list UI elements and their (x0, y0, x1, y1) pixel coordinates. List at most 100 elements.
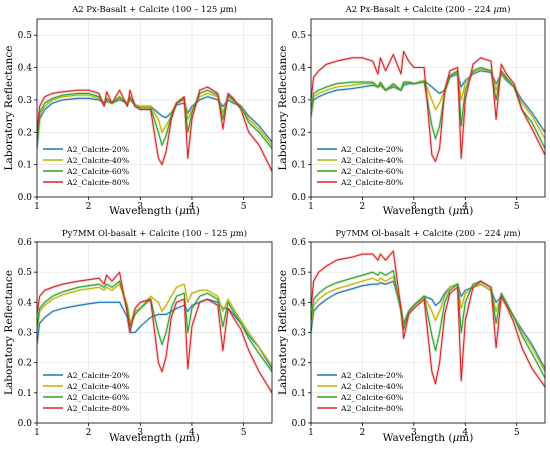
legend-entry-1: A2_Calcite-20% (340, 145, 403, 154)
y-tick-label: 0.2 (18, 128, 32, 138)
legend-entry-3: A2_Calcite-60% (66, 393, 129, 402)
y-tick-label: 0.0 (18, 193, 33, 203)
x-tick-label: 2 (360, 202, 366, 212)
y-tick-label: 0.1 (292, 389, 306, 399)
x-tick-label: 3 (137, 428, 143, 438)
x-tick-label: 4 (462, 202, 468, 212)
series-line-2 (311, 276, 545, 372)
chart-title: Py7MM Ol-basalt + Calcite (200 – 224 μm) (335, 228, 520, 239)
legend-entry-4: A2_Calcite-80% (340, 178, 403, 187)
y-axis-label: Laboratory Reflectance (3, 46, 15, 171)
chart-title: Py7MM Ol-basalt + Calcite (100 – 125 μm) (62, 228, 247, 239)
x-tick-label: 5 (241, 202, 247, 212)
chart-panel-2: 1 2 3 4 5 0.0 0.1 0.2 0.3 0.4 0.5 A2 Px-Basalt + Ca… (277, 4, 546, 217)
chart-panel-4: 1 2 3 4 5 0.0 0.1 0.2 0.3 0.4 0.5 0.6 Py7MM Ol-basal… (277, 228, 546, 444)
legend-entry-2: A2_Calcite-40% (340, 156, 403, 165)
legend-entry-4: A2_Calcite-80% (66, 404, 129, 413)
x-tick-label: 2 (360, 428, 366, 438)
y-tick-label: 0.4 (18, 64, 33, 74)
y-axis-label: Laboratory Reflectance (277, 270, 289, 395)
y-tick-label: 0.1 (292, 161, 306, 171)
series-line-2 (37, 92, 272, 146)
y-tick-label: 0.4 (18, 298, 33, 308)
chart-title: A2 Px-Basalt + Calcite (200 – 224 μm) (345, 4, 511, 15)
y-tick-label: 0.2 (292, 359, 306, 369)
x-tick-label: 1 (308, 428, 314, 438)
series-line-4 (311, 250, 545, 388)
series-line-2 (37, 283, 272, 367)
legend-entry-3: A2_Calcite-60% (66, 167, 129, 176)
x-tick-label: 5 (514, 428, 520, 438)
y-tick-label: 0.5 (292, 268, 307, 278)
x-tick-label: 4 (189, 202, 195, 212)
y-tick-label: 0.0 (292, 193, 307, 203)
y-axis-label: Laboratory Reflectance (277, 46, 289, 171)
y-tick-label: 0.5 (18, 31, 33, 41)
legend-entry-2: A2_Calcite-40% (66, 382, 129, 391)
x-tick-label: 4 (189, 428, 195, 438)
series-line-2 (311, 68, 545, 139)
series-line-3 (311, 66, 545, 149)
y-tick-label: 0.2 (18, 359, 32, 369)
x-tick-label: 3 (137, 202, 143, 212)
y-tick-label: 0.3 (18, 329, 33, 339)
series-line-1 (311, 70, 545, 133)
x-tick-label: 3 (411, 202, 417, 212)
y-axis-label: Laboratory Reflectance (3, 270, 15, 395)
series-line-3 (37, 89, 272, 149)
x-tick-label: 5 (241, 428, 247, 438)
axes-frame (310, 18, 546, 198)
legend: A2_Calcite-20% A2_Calcite-40% A2_Calcite-6… (317, 371, 403, 413)
y-tick-label: 0.6 (18, 238, 33, 248)
y-tick-label: 0.5 (292, 31, 307, 41)
legend: A2_Calcite-20% A2_Calcite-40% A2_Calcite-6… (43, 145, 129, 187)
x-axis-label: Wavelength (μm) (109, 432, 200, 444)
y-tick-label: 0.0 (18, 419, 33, 429)
y-tick-label: 0.4 (292, 298, 307, 308)
y-tick-label: 0.1 (18, 389, 32, 399)
legend-entry-1: A2_Calcite-20% (66, 371, 129, 380)
series-line-1 (311, 280, 545, 369)
legend-entry-3: A2_Calcite-60% (340, 393, 403, 402)
legend-entry-4: A2_Calcite-80% (66, 178, 129, 187)
y-tick-label: 0.2 (292, 128, 306, 138)
x-tick-label: 3 (411, 428, 417, 438)
x-tick-label: 2 (86, 428, 92, 438)
series-line-4 (37, 86, 272, 172)
legend-entry-3: A2_Calcite-60% (340, 167, 403, 176)
x-tick-label: 1 (308, 202, 314, 212)
series-line-3 (311, 270, 545, 379)
x-tick-label: 4 (462, 428, 468, 438)
legend-entry-1: A2_Calcite-20% (340, 371, 403, 380)
x-tick-label: 5 (514, 202, 520, 212)
legend-entry-1: A2_Calcite-20% (66, 145, 129, 154)
series-line-4 (311, 50, 545, 162)
y-tick-label: 0.3 (292, 329, 307, 339)
x-axis-label: Wavelength (μm) (109, 205, 200, 217)
y-tick-label: 0.3 (292, 96, 307, 106)
y-tick-label: 0.3 (18, 96, 33, 106)
y-tick-label: 0.5 (18, 268, 33, 278)
legend-entry-2: A2_Calcite-40% (66, 156, 129, 165)
x-tick-label: 1 (34, 428, 40, 438)
legend-entry-2: A2_Calcite-40% (340, 382, 403, 391)
chart-panel-3: 1 2 3 4 5 0.0 0.1 0.2 0.3 0.4 0.5 0.6 Py7MM Ol-basal… (3, 228, 273, 444)
x-tick-label: 2 (86, 202, 92, 212)
legend: A2_Calcite-20% A2_Calcite-40% A2_Calcite-6… (317, 145, 403, 187)
chart-panel-1: 1 2 3 4 5 0.0 0.1 0.2 0.3 0.4 0.5 A2 Px-Basalt + Ca… (3, 4, 273, 217)
axes-frame (36, 18, 273, 198)
x-axis-label: Wavelength (μm) (383, 432, 474, 444)
x-axis-label: Wavelength (μm) (383, 205, 474, 217)
y-tick-label: 0.0 (292, 419, 307, 429)
series-line-3 (37, 280, 272, 373)
series-line-1 (37, 96, 272, 149)
series-line-4 (37, 271, 272, 394)
chart-title: A2 Px-Basalt + Calcite (100 – 125 μm) (71, 4, 237, 15)
x-tick-label: 1 (34, 202, 40, 212)
legend-entry-4: A2_Calcite-80% (340, 404, 403, 413)
legend: A2_Calcite-20% A2_Calcite-40% A2_Calcite-6… (43, 371, 129, 413)
y-tick-label: 0.4 (292, 64, 307, 74)
y-tick-label: 0.6 (292, 238, 307, 248)
y-tick-label: 0.1 (18, 161, 32, 171)
